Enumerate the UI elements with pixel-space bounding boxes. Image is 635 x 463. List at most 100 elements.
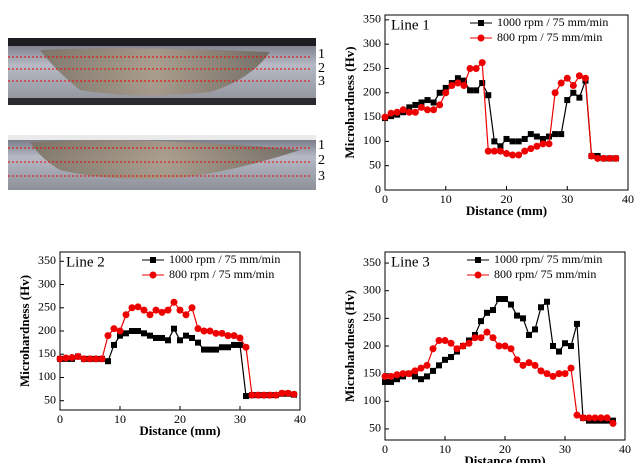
marker bbox=[532, 326, 538, 333]
marker bbox=[567, 364, 575, 372]
y-axis-label: Microhardness (Hv) bbox=[342, 290, 357, 402]
marker bbox=[460, 77, 467, 84]
marker bbox=[430, 99, 437, 106]
marker bbox=[141, 330, 147, 337]
marker bbox=[406, 104, 413, 111]
marker bbox=[491, 138, 498, 145]
y-tick-label: 200 bbox=[363, 338, 381, 352]
marker bbox=[194, 325, 202, 333]
marker bbox=[594, 154, 602, 162]
y-tick-label: 300 bbox=[363, 282, 381, 296]
x-tick-label: 40 bbox=[294, 412, 306, 426]
marker bbox=[490, 147, 498, 155]
marker bbox=[574, 320, 580, 327]
x-axis-label: Distance (mm) bbox=[139, 423, 220, 438]
marker bbox=[533, 133, 540, 140]
marker bbox=[218, 329, 226, 337]
marker bbox=[176, 306, 184, 314]
marker bbox=[521, 135, 528, 142]
marker bbox=[243, 393, 249, 400]
marker bbox=[597, 414, 605, 422]
marker bbox=[92, 355, 100, 363]
annotation: Line 3 bbox=[391, 254, 430, 270]
marker bbox=[170, 298, 178, 306]
marker bbox=[527, 131, 534, 138]
marker bbox=[508, 301, 514, 308]
marker bbox=[411, 108, 419, 116]
marker bbox=[412, 101, 419, 108]
x-tick-label: 10 bbox=[440, 192, 452, 206]
marker bbox=[110, 325, 118, 333]
annotation: Line 2 bbox=[66, 254, 105, 270]
chart: 0 10 20 30 40 50 100 150 200 250 300 350 Distance (m… bbox=[17, 251, 306, 438]
y-axis-label: Microhardness (Hv) bbox=[342, 46, 357, 158]
marker bbox=[213, 346, 219, 353]
marker bbox=[183, 332, 189, 339]
marker bbox=[453, 345, 461, 353]
marker bbox=[483, 328, 491, 336]
marker bbox=[557, 79, 565, 87]
marker bbox=[503, 135, 510, 142]
marker bbox=[122, 311, 130, 319]
legend-marker bbox=[475, 257, 481, 263]
marker bbox=[531, 361, 539, 369]
y-tick-label: 250 bbox=[363, 60, 381, 74]
series-line bbox=[59, 301, 295, 396]
marker bbox=[485, 92, 492, 99]
marker bbox=[201, 346, 207, 353]
marker bbox=[478, 318, 484, 325]
y-tick-label: 50 bbox=[369, 157, 381, 171]
marker bbox=[558, 131, 565, 138]
y-tick-label: 100 bbox=[363, 393, 381, 407]
marker bbox=[543, 370, 551, 378]
marker bbox=[550, 343, 556, 349]
marker bbox=[260, 391, 268, 399]
marker bbox=[447, 339, 455, 347]
marker bbox=[411, 367, 419, 375]
marker bbox=[80, 355, 88, 363]
marker bbox=[466, 64, 474, 72]
marker bbox=[189, 334, 195, 341]
marker bbox=[206, 327, 214, 335]
marker bbox=[573, 411, 581, 419]
legend-marker bbox=[477, 34, 485, 42]
marker bbox=[381, 113, 389, 121]
y-tick-label: 50 bbox=[369, 421, 381, 435]
y-tick-label: 300 bbox=[363, 36, 381, 50]
marker bbox=[526, 331, 532, 338]
marker bbox=[429, 345, 437, 353]
x-axis-label: Distance (mm) bbox=[464, 453, 545, 463]
x-tick-label: 0 bbox=[57, 412, 63, 426]
x-tick-label: 10 bbox=[114, 412, 126, 426]
marker bbox=[418, 376, 424, 383]
marker bbox=[284, 389, 292, 397]
marker bbox=[242, 343, 250, 351]
marker bbox=[515, 138, 522, 145]
line-label: 1 bbox=[318, 138, 325, 153]
marker bbox=[515, 151, 523, 159]
marker bbox=[591, 414, 599, 422]
x-tick-label: 0 bbox=[382, 442, 388, 456]
marker bbox=[503, 150, 510, 158]
marker bbox=[387, 372, 395, 380]
marker bbox=[477, 334, 485, 342]
marker bbox=[556, 348, 562, 355]
marker bbox=[575, 72, 583, 80]
marker bbox=[519, 361, 527, 369]
legend-label: 1000 rpm / 75 mm/min bbox=[169, 252, 280, 266]
marker bbox=[563, 74, 571, 82]
marker bbox=[165, 337, 171, 344]
marker bbox=[460, 81, 468, 89]
y-axis-label: Microhardness (Hv) bbox=[17, 275, 32, 387]
marker bbox=[405, 108, 413, 116]
marker bbox=[171, 325, 177, 332]
marker bbox=[424, 106, 432, 114]
marker bbox=[544, 298, 550, 305]
marker bbox=[496, 296, 502, 302]
marker bbox=[600, 154, 608, 162]
marker bbox=[98, 355, 106, 363]
marker bbox=[153, 334, 159, 341]
marker bbox=[207, 346, 213, 353]
marker bbox=[489, 334, 497, 342]
x-tick-label: 20 bbox=[174, 412, 186, 426]
